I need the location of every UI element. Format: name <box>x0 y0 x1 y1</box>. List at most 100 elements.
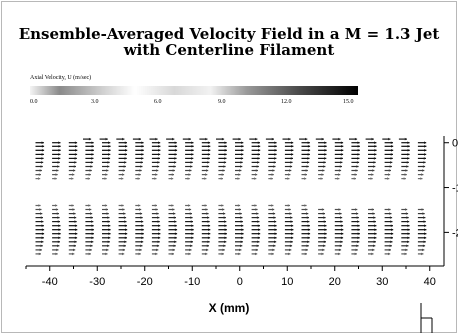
velocity-arrowhead-lower-440 <box>357 232 360 235</box>
velocity-arrowhead-upper-106 <box>274 153 277 156</box>
velocity-arrowhead-lower-448 <box>91 236 94 240</box>
velocity-arrowhead-lower-394 <box>390 224 393 227</box>
velocity-arrowhead-upper-91 <box>424 149 427 152</box>
velocity-arrowhead-upper-218 <box>138 173 141 176</box>
velocity-arrowhead-upper-244 <box>171 177 174 180</box>
velocity-arrowhead-upper-182 <box>339 165 342 168</box>
velocity-arrowhead-lower-514 <box>389 244 392 248</box>
velocity-arrowhead-lower-416 <box>357 228 360 231</box>
velocity-arrowhead-upper-32 <box>241 141 244 144</box>
velocity-arrowhead-upper-137 <box>390 157 393 160</box>
velocity-arrowhead-lower-430 <box>191 232 194 235</box>
velocity-arrowhead-upper-153 <box>257 161 260 164</box>
velocity-arrowhead-upper-207 <box>355 169 358 172</box>
velocity-arrowhead-lower-480 <box>224 240 227 244</box>
velocity-arrowhead-lower-532 <box>289 248 292 252</box>
velocity-arrowhead-lower-473 <box>107 240 110 244</box>
velocity-arrowhead-lower-512 <box>356 244 359 248</box>
velocity-arrowhead-lower-545 <box>105 252 108 256</box>
velocity-arrowhead-lower-560 <box>354 252 357 256</box>
velocity-arrowhead-upper-104 <box>241 153 244 156</box>
velocity-arrowhead-upper-19 <box>404 137 407 141</box>
velocity-arrowhead-upper-152 <box>240 161 243 164</box>
velocity-arrowhead-lower-321 <box>372 212 375 215</box>
x-tick-label-5: 10 <box>281 276 293 288</box>
velocity-arrowhead-upper-134 <box>340 157 343 160</box>
velocity-arrowhead-lower-360 <box>224 220 227 223</box>
velocity-arrowhead-lower-392 <box>357 224 360 227</box>
velocity-arrowhead-upper-227 <box>288 173 291 176</box>
velocity-arrowhead-upper-250 <box>270 177 273 180</box>
velocity-arrowhead-upper-12 <box>288 137 291 141</box>
velocity-arrowhead-lower-414 <box>324 228 327 231</box>
x-tick-label-3: -10 <box>184 276 200 288</box>
velocity-arrowhead-lower-359 <box>207 220 210 223</box>
velocity-arrowhead-upper-81 <box>258 149 261 152</box>
velocity-arrowhead-upper-129 <box>257 157 260 160</box>
velocity-arrowhead-upper-138 <box>407 157 410 160</box>
velocity-arrowhead-lower-427 <box>141 232 144 235</box>
velocity-arrowhead-upper-232 <box>371 173 374 176</box>
velocity-arrowhead-upper-51 <box>158 145 161 148</box>
velocity-arrowhead-upper-108 <box>307 153 310 156</box>
velocity-arrowhead-lower-340 <box>290 216 293 219</box>
velocity-arrowhead-lower-362 <box>257 220 260 223</box>
velocity-arrowhead-lower-292 <box>288 208 291 211</box>
velocity-arrowhead-lower-520 <box>89 248 92 252</box>
velocity-arrowhead-upper-150 <box>207 161 210 164</box>
velocity-arrowhead-upper-198 <box>206 169 209 172</box>
velocity-arrowhead-upper-199 <box>222 169 225 172</box>
velocity-arrowhead-upper-89 <box>391 149 394 152</box>
velocity-arrowhead-lower-329 <box>107 216 110 219</box>
velocity-arrowhead-upper-185 <box>389 165 392 168</box>
velocity-arrowhead-lower-331 <box>140 216 143 219</box>
velocity-arrowhead-upper-145 <box>124 161 127 164</box>
velocity-arrowhead-upper-179 <box>289 165 293 168</box>
velocity-arrowhead-lower-355 <box>141 220 144 223</box>
y-tick-label-1: -1 <box>452 183 458 195</box>
velocity-arrowhead-upper-30 <box>207 141 211 144</box>
velocity-arrowhead-upper-196 <box>172 169 175 172</box>
velocity-arrowhead-lower-506 <box>256 244 259 248</box>
velocity-arrowhead-upper-29 <box>191 141 194 144</box>
velocity-arrowhead-lower-266 <box>138 204 141 207</box>
velocity-arrowhead-lower-373 <box>41 224 44 227</box>
velocity-arrowhead-lower-526 <box>189 248 192 252</box>
velocity-arrowhead-lower-524 <box>156 248 159 252</box>
velocity-arrowhead-lower-415 <box>341 228 344 231</box>
velocity-arrowhead-lower-375 <box>74 224 78 227</box>
velocity-arrowhead-upper-241 <box>121 177 124 180</box>
velocity-arrowhead-lower-459 <box>274 236 277 240</box>
velocity-arrowhead-upper-249 <box>254 177 257 180</box>
velocity-arrowhead-upper-213 <box>55 173 58 176</box>
velocity-arrowhead-upper-143 <box>90 161 94 164</box>
velocity-arrowhead-lower-521 <box>106 248 109 252</box>
velocity-arrowhead-upper-100 <box>174 153 177 156</box>
velocity-arrowhead-lower-496 <box>90 244 93 248</box>
velocity-arrowhead-lower-486 <box>323 240 326 244</box>
velocity-arrowhead-lower-505 <box>240 244 243 248</box>
velocity-arrowhead-lower-462 <box>324 236 327 240</box>
velocity-arrowhead-lower-498 <box>123 244 126 248</box>
chart-subtitle: with Centerline Filament <box>123 41 335 59</box>
velocity-arrowhead-lower-267 <box>154 204 157 207</box>
velocity-arrowhead-upper-146 <box>140 161 143 164</box>
velocity-arrowhead-lower-528 <box>222 248 225 252</box>
velocity-arrowhead-upper-82 <box>274 149 277 152</box>
velocity-arrowhead-lower-534 <box>322 248 325 252</box>
x-tick-label-0: -40 <box>42 276 58 288</box>
velocity-arrowhead-upper-161 <box>390 161 393 164</box>
velocity-arrowhead-lower-319 <box>339 212 342 215</box>
velocity-arrowhead-lower-374 <box>58 224 61 227</box>
velocity-arrowhead-lower-563 <box>404 252 407 256</box>
velocity-arrowhead-lower-323 <box>405 212 409 215</box>
velocity-arrowhead-lower-487 <box>340 240 343 244</box>
velocity-arrowhead-upper-183 <box>356 165 359 168</box>
chart-title: Ensemble-Averaged Velocity Field in a M … <box>18 25 440 43</box>
velocity-arrowhead-upper-74 <box>141 149 144 152</box>
velocity-arrowhead-lower-306 <box>123 212 126 215</box>
velocity-arrowhead-upper-141 <box>57 161 60 164</box>
velocity-arrowhead-lower-432 <box>224 232 227 235</box>
velocity-arrowhead-upper-96 <box>108 153 111 156</box>
velocity-arrowhead-upper-103 <box>224 153 227 156</box>
